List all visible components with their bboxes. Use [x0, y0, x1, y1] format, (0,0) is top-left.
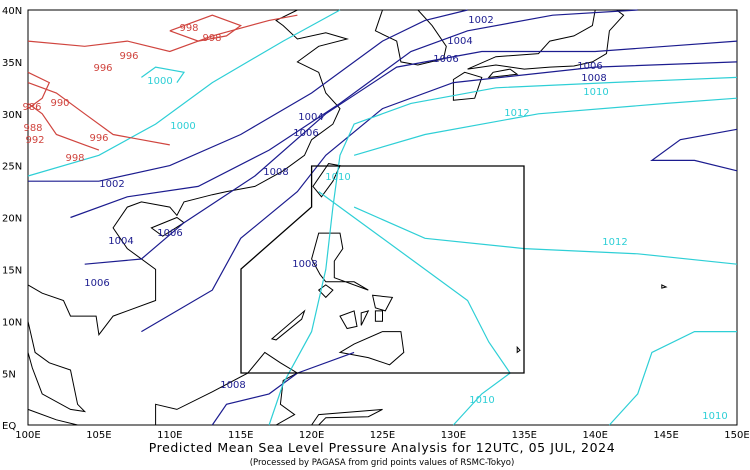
- coastline: [27, 9, 349, 336]
- isobar-label: 1000: [170, 121, 195, 132]
- isobar-label: 1008: [220, 380, 245, 391]
- lon-label: 120E: [299, 430, 324, 441]
- isobar-label: 1002: [99, 179, 124, 190]
- coastline: [360, 310, 370, 326]
- coastline: [311, 232, 369, 291]
- isobar-label: 1006: [157, 228, 182, 239]
- isobar-line: [70, 9, 638, 219]
- isobar-label: 998: [179, 23, 198, 34]
- coastline: [312, 163, 341, 198]
- lon-label: 130E: [441, 430, 466, 441]
- isobar-line: [353, 97, 738, 156]
- isobar-label: 996: [89, 133, 108, 144]
- isobar-line: [84, 40, 738, 265]
- coastline: [516, 345, 521, 354]
- isobar-label: 992: [25, 135, 44, 146]
- map-title: Predicted Mean Sea Level Pressure Analys…: [149, 440, 616, 455]
- coastline: [27, 408, 78, 426]
- map-frame: [27, 9, 738, 426]
- lat-label: 15N: [2, 266, 22, 277]
- isobar-label: 996: [93, 63, 112, 74]
- lon-label: 110E: [157, 430, 182, 441]
- lat-label: 10N: [2, 317, 22, 328]
- isobar-label: 1004: [447, 36, 472, 47]
- coastline: [374, 9, 447, 66]
- lon-label: 100E: [15, 430, 40, 441]
- lat-label: 40N: [2, 6, 22, 17]
- isobar-label: 1010: [325, 172, 350, 183]
- isobar-label: 1004: [108, 236, 133, 247]
- coastline: [374, 310, 383, 322]
- par-boundary: [240, 165, 525, 374]
- isobar-line: [650, 128, 738, 172]
- isobar-label: 998: [65, 153, 84, 164]
- isobar-label: 1008: [581, 73, 606, 84]
- coastline: [339, 310, 358, 330]
- isobar-label: 1006: [433, 54, 458, 65]
- isobar-label: 1006: [577, 61, 602, 72]
- lon-label: 145E: [653, 430, 678, 441]
- isobar-label: 1006: [293, 128, 318, 139]
- isobar-line: [211, 351, 355, 426]
- isobar-line: [608, 331, 737, 426]
- lon-label: 135E: [512, 430, 537, 441]
- isobar-labels: 1002100410061006100810041006100810021006…: [22, 15, 727, 422]
- coastline: [467, 9, 625, 70]
- isobar-label: 1010: [583, 87, 608, 98]
- isobar-label: 986: [22, 102, 41, 113]
- isobar-label: 1006: [84, 278, 109, 289]
- coastline: [487, 68, 519, 79]
- coastline: [661, 284, 668, 289]
- lat-label: 5N: [2, 369, 16, 380]
- lon-label: 150E: [724, 430, 749, 441]
- isobar-label: 990: [50, 98, 69, 109]
- lat-label: 30N: [2, 110, 22, 121]
- isobar-label: 996: [119, 51, 138, 62]
- coastline: [338, 331, 405, 366]
- isobar-line: [27, 82, 170, 146]
- lon-label: 125E: [370, 430, 395, 441]
- isobar-line: [169, 14, 242, 42]
- coastline: [270, 309, 306, 341]
- isobar-line: [27, 71, 51, 110]
- isobars: [27, 9, 738, 426]
- isobar-label: 1012: [602, 237, 627, 248]
- coastline: [311, 408, 383, 426]
- isobar-label: 988: [23, 123, 42, 134]
- lon-label: 115E: [228, 430, 253, 441]
- lat-label: EQ: [2, 421, 16, 432]
- isobar-label: 1010: [702, 411, 727, 422]
- isobar-line: [141, 61, 738, 333]
- isobar-line: [27, 14, 298, 53]
- isobar-line: [318, 191, 511, 426]
- isobar-label: 1012: [504, 108, 529, 119]
- map-subtitle: (Processed by PAGASA from grid points va…: [250, 458, 515, 468]
- lat-label: 25N: [2, 162, 22, 173]
- isobar-label: 1008: [292, 259, 317, 270]
- isobar-label: 1000: [147, 76, 172, 87]
- coastline: [27, 290, 87, 413]
- isobar-line: [268, 76, 738, 426]
- lon-label: 105E: [86, 430, 111, 441]
- lat-label: 35N: [2, 58, 22, 69]
- lat-label: 20N: [2, 214, 22, 225]
- coastlines: [27, 9, 668, 426]
- isobar-line: [27, 9, 341, 177]
- isobar-label: 1004: [298, 112, 323, 123]
- coastline: [371, 294, 394, 312]
- isobar-label: 1008: [263, 167, 288, 178]
- isobar-label: 998: [202, 33, 221, 44]
- lon-label: 140E: [582, 430, 607, 441]
- isobar-label: 1002: [468, 15, 493, 26]
- isobar-line: [27, 102, 100, 151]
- isobar-line: [28, 9, 468, 182]
- isobar-line: [141, 66, 186, 83]
- isobar-label: 1010: [469, 395, 494, 406]
